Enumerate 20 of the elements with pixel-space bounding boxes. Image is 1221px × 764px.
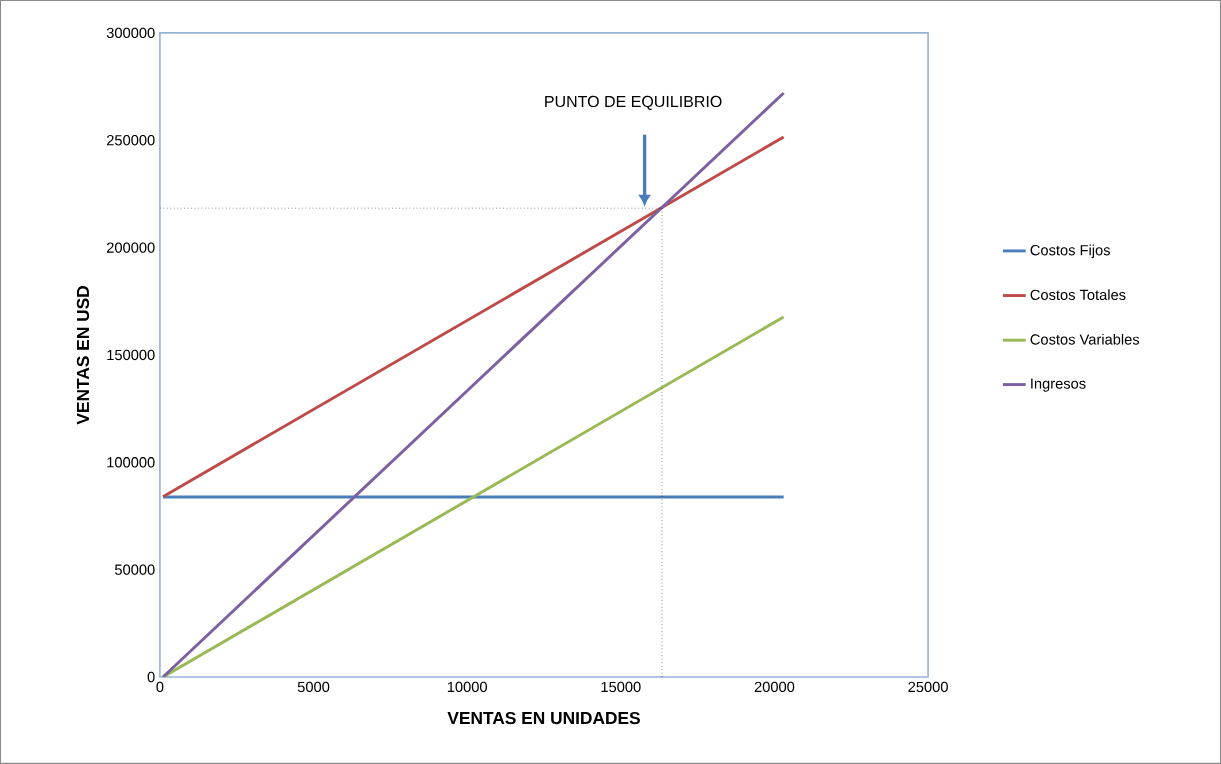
y-tick-label: 250000 — [106, 135, 155, 146]
x-tick-label: 0 — [156, 681, 164, 693]
x-tick-label: 10000 — [447, 681, 487, 693]
legend-label: Ingresos — [1031, 378, 1086, 392]
x-axis-title: VENTAS EN UNIDADES — [447, 711, 640, 725]
y-axis-title: VENTAS EN USD — [76, 286, 90, 425]
x-tick-label: 5000 — [297, 681, 330, 693]
y-tick-label: 200000 — [106, 242, 155, 253]
x-tick-label: 25000 — [908, 681, 948, 693]
y-tick-label: 150000 — [107, 349, 155, 361]
legend-label: Costos Variables — [1030, 333, 1140, 345]
y-tick-label: 300000 — [106, 27, 155, 39]
annotation: PUNTO DE EQUILIBRIO — [545, 95, 722, 111]
x-tick-label: 20000 — [754, 681, 795, 693]
x-tick-label: 15000 — [601, 681, 641, 693]
y-tick-label: 50000 — [114, 564, 155, 575]
y-tick-label: 0 — [147, 671, 155, 683]
legend-label: Costos Totales — [1030, 289, 1126, 301]
y-tick-label: 100000 — [107, 457, 155, 468]
legend-label: Costos Fijos — [1030, 244, 1110, 259]
